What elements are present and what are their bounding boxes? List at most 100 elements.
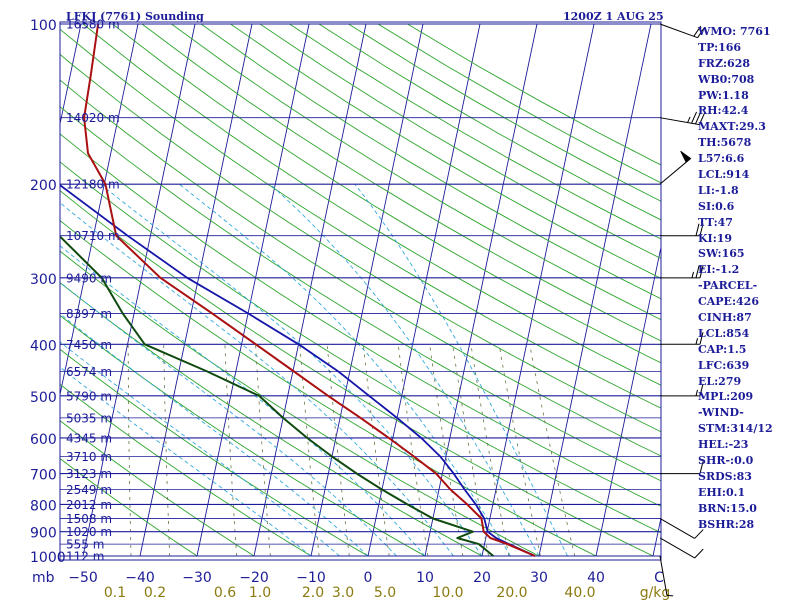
index-item: FRZ:628 [698,56,751,70]
index-item: -WIND- [698,406,744,420]
index-item: LFC:639 [698,358,750,372]
index-item: LCL:854 [698,326,750,340]
wind-barb-full [698,113,705,125]
pressure-tick-label: 800 [30,498,57,514]
temperature-tick-label: −10 [296,570,326,586]
wind-barb-full [694,548,704,559]
wind-barb [659,150,692,185]
height-label: 2549 m [66,483,112,497]
mixing-ratio-tick-label: 10.0 [432,585,463,600]
wind-barb-full [691,111,698,124]
chart-title: LFKJ (7761) Sounding [66,10,204,23]
index-item: EI:-1.2 [698,263,740,277]
pressure-tick-label: 500 [30,390,57,406]
mixing-ratio-tick-label: 0.2 [144,585,166,600]
index-item: EL:279 [698,374,742,388]
isotherm-line [82,23,196,557]
sounding-traces [60,23,536,557]
wind-barb [660,383,704,397]
wind-barb [659,518,704,539]
height-label: 7450 m [66,338,112,352]
index-item: MAXT:29.3 [698,120,766,134]
wind-barb-half [687,116,691,123]
index-item: TT:47 [698,215,733,229]
height-label: 16580 m [66,18,120,32]
index-item: SI:0.6 [698,199,735,213]
wind-barb-full [699,461,704,474]
wind-barb-full [699,332,704,345]
mixing-ratio-tick-label: 20.0 [496,585,527,600]
index-item: TP:166 [698,40,742,54]
temperature-tick-label: 40 [587,570,605,586]
wind-barb-full [699,265,704,278]
wind-barb-half [695,389,698,396]
wind-barb-shaft [659,518,695,539]
index-item: CINH:87 [698,311,752,325]
wind-barb [659,23,705,39]
pressure-tick-label: 900 [30,526,57,542]
wind-barb-full [693,25,702,37]
mixing-ratio-tick-label: 0.1 [104,585,126,600]
height-label: 10710 m [66,229,120,243]
temperature-tick-label: −20 [239,570,269,586]
wind-barb-full [699,383,704,396]
wind-barb-shaft [659,537,695,559]
wind-barb [660,223,704,237]
height-label: 3710 m [66,450,112,464]
height-label: 2012 m [66,498,112,512]
pressure-tick-label: 100 [30,18,57,34]
pressure-tick-label: 400 [30,338,57,354]
wind-barb [660,265,704,279]
index-item: WMO: 7761 [698,25,771,38]
index-item: SW:165 [698,247,745,261]
temperature-tick-label: 10 [416,570,434,586]
height-label: 5790 m [66,389,112,403]
isotherm-line [196,23,310,557]
isotherm-line [253,23,367,557]
index-item: RH:42.4 [698,104,749,118]
index-item: -PARCEL- [698,279,758,293]
height-label: 3123 m [66,467,112,481]
index-item: SHR-:0.0 [698,454,754,468]
wind-barb-full [695,265,700,278]
wind-barbs [659,23,705,597]
height-labels: 16580 m 14020 m 12180 m 10710 m 9490 m 8397 m… [66,18,120,564]
height-label: 8397 m [66,307,112,321]
isotherm-line [481,23,595,557]
mixing-ratio-tick-label: 2.0 [302,585,324,600]
moist-adiabat-line [354,183,568,557]
mixing-ratio-tick-label: 1.0 [249,585,271,600]
index-item: LI:-1.8 [698,183,739,197]
isotherm-line [60,23,139,397]
temperature-tick-label: −40 [125,570,155,586]
wind-barb-full [697,27,705,38]
temperature-tick-label: 20 [473,570,491,586]
pressure-tick-label: 300 [30,272,57,288]
wind-barb [660,461,704,475]
wind-barb-flag [680,150,692,163]
wind-barb [659,555,674,597]
mixing-ratio-tick-label: g/kg [640,585,671,600]
height-label: 112 m [66,550,104,564]
temperature-unit-label: C [654,570,664,586]
plot-frame [59,21,662,561]
wind-barb-shaft [659,117,700,126]
wind-barb [659,537,704,559]
moist-adiabat-line [60,313,369,557]
wind-barb-full [694,112,701,125]
moist-adiabat-line [60,245,426,557]
wind-barb-full [699,223,704,236]
isotherm-line [595,245,661,557]
height-label: 9490 m [66,271,112,285]
wind-barb-shaft [659,158,691,185]
index-item: BRN:15.0 [698,501,757,515]
mixing-ratio-tick-label: 0.6 [214,585,236,600]
temperature-tick-label: 0 [364,570,373,586]
wind-barb-full [694,529,704,539]
isotherm-line [538,23,652,557]
index-item: WB0:708 [698,72,755,86]
parcel-trace [60,183,536,557]
pressure-tick-label: 200 [30,178,57,194]
temperature-tick-label: 30 [530,570,548,586]
